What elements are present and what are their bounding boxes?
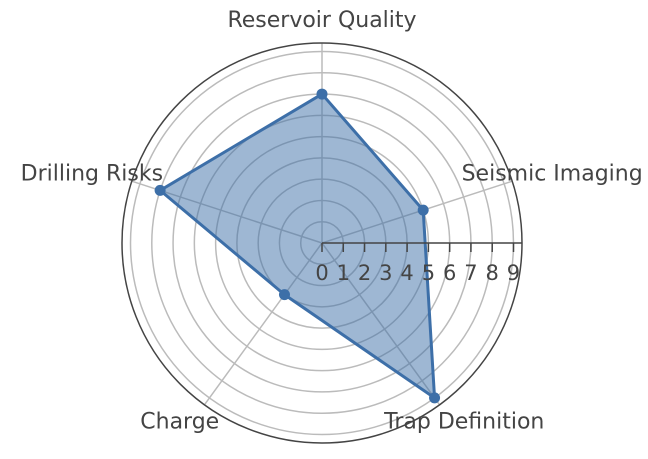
category-label: Drilling Risks	[21, 161, 163, 186]
radial-tick-label: 0	[315, 261, 328, 285]
data-point	[429, 392, 441, 404]
data-point	[417, 204, 429, 216]
radial-tick-label: 9	[507, 261, 520, 285]
radial-tick-label: 7	[464, 261, 477, 285]
radial-tick-label: 2	[358, 261, 371, 285]
radial-tick-label: 4	[400, 261, 413, 285]
category-label: Trap Definition	[383, 410, 544, 435]
category-label: Seismic Imaging	[462, 161, 643, 186]
data-point	[278, 289, 290, 301]
data-point	[154, 184, 166, 196]
radial-tick-label: 8	[486, 261, 499, 285]
radial-tick-label: 3	[379, 261, 392, 285]
data-area	[158, 92, 437, 400]
radial-tick-label: 6	[443, 261, 456, 285]
radial-tick-label: 1	[337, 261, 350, 285]
category-label: Reservoir Quality	[227, 8, 416, 33]
category-label: Charge	[140, 410, 219, 435]
radial-tick-label: 5	[422, 261, 435, 285]
data-point	[316, 88, 328, 100]
